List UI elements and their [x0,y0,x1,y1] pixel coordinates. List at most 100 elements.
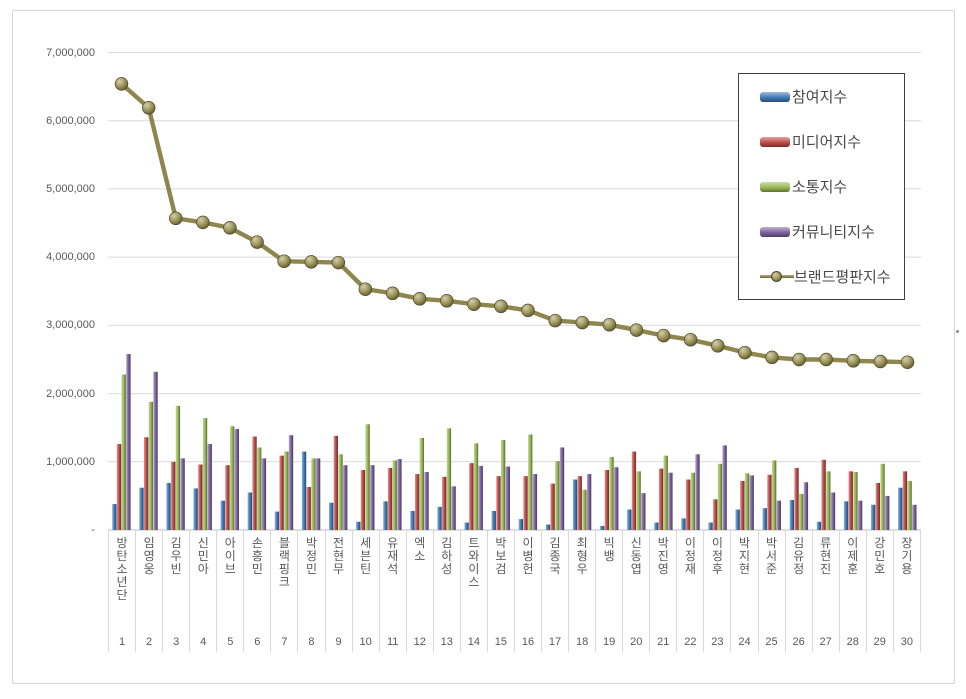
category-cell: 최 형 우 18 [569,530,597,652]
legend-label-brand-reputation: 브랜드평판지수 [794,269,891,286]
rank-label: 8 [308,636,315,648]
rank-label: 28 [846,636,859,648]
legend-label-media: 미디어지수 [792,134,862,151]
category-cell: 세 븐 틴 10 [353,530,380,652]
y-axis-tick-label: 6,000,000 [46,114,95,127]
rank-label: 4 [200,636,207,648]
rank-label: 11 [386,636,399,648]
rank-label: 19 [603,636,616,648]
legend-line-marker [771,271,782,282]
rank-label: 20 [630,636,643,648]
legend-item-brand-reputation: 브랜드평판지수 [760,266,904,287]
category-cell: 김 종 국 17 [542,530,570,652]
rank-label: 14 [467,636,480,648]
legend-swatch-participation-icon [760,91,790,102]
y-axis-tick-label: - [91,524,95,536]
rank-label: 16 [521,636,535,648]
legend-swatch-communication-icon [760,181,790,192]
rank-label: 17 [548,636,562,648]
legend: 참여지수 미디어지수 소통지수 커뮤니티지수 브랜드평판지수 [738,73,905,300]
rank-label: 18 [575,636,589,648]
rank-label: 1 [118,636,126,648]
rank-label: 13 [440,636,453,648]
legend-swatch-media-icon [760,136,790,147]
category-cell: 강 민 호 29 [867,530,894,652]
rank-label: 24 [738,636,751,648]
rank-label: 25 [765,636,778,648]
y-axis-tick-label: 1,000,000 [46,455,95,468]
legend-label-communication: 소통지수 [792,179,848,196]
y-axis-tick-label: 3,000,000 [46,319,95,332]
legend-label-community: 커뮤니티지수 [792,224,875,241]
rank-label: 21 [657,636,670,648]
legend-swatch-community-icon [760,226,790,237]
category-cell: 박 보 검 15 [488,530,515,652]
rank-label: 27 [819,636,832,648]
legend-item-communication: 소통지수 [760,176,904,197]
legend-swatch-brand-reputation-icon [760,270,794,283]
rank-label: 29 [873,636,886,648]
rank-label: 2 [146,636,153,648]
category-cell: 박 서 준 25 [759,530,786,652]
y-axis-tick-label: 4,000,000 [46,251,95,264]
rank-label: 9 [335,636,342,648]
category-cell: 신 동 엽 20 [623,530,651,652]
category-cell: 엑 소 12 [407,530,434,652]
legend-label-participation: 참여지수 [792,89,848,106]
category-cell: 장 기 용 30 [894,530,921,652]
category-cell: 류 현 진 27 [813,530,840,652]
artifact-dot [956,330,959,333]
rank-label: 7 [281,636,288,648]
category-cell: 김 유 정 26 [786,530,813,652]
category-cell: 박 진 영 21 [650,530,678,652]
rank-label: 23 [711,636,724,648]
rank-label: 15 [494,636,508,648]
y-axis-tick-label: 5,000,000 [46,182,95,195]
category-cell: 이 제 훈 28 [840,530,867,652]
rank-label: 30 [900,636,913,648]
y-axis-tick-label: 2,000,000 [46,387,95,400]
legend-item-media: 미디어지수 [760,131,904,152]
category-cell: 빅 뱅 19 [596,530,624,652]
legend-item-participation: 참여지수 [760,86,904,107]
category-cell: 이 병 헌 16 [515,530,542,652]
legend-item-community: 커뮤니티지수 [760,221,904,242]
